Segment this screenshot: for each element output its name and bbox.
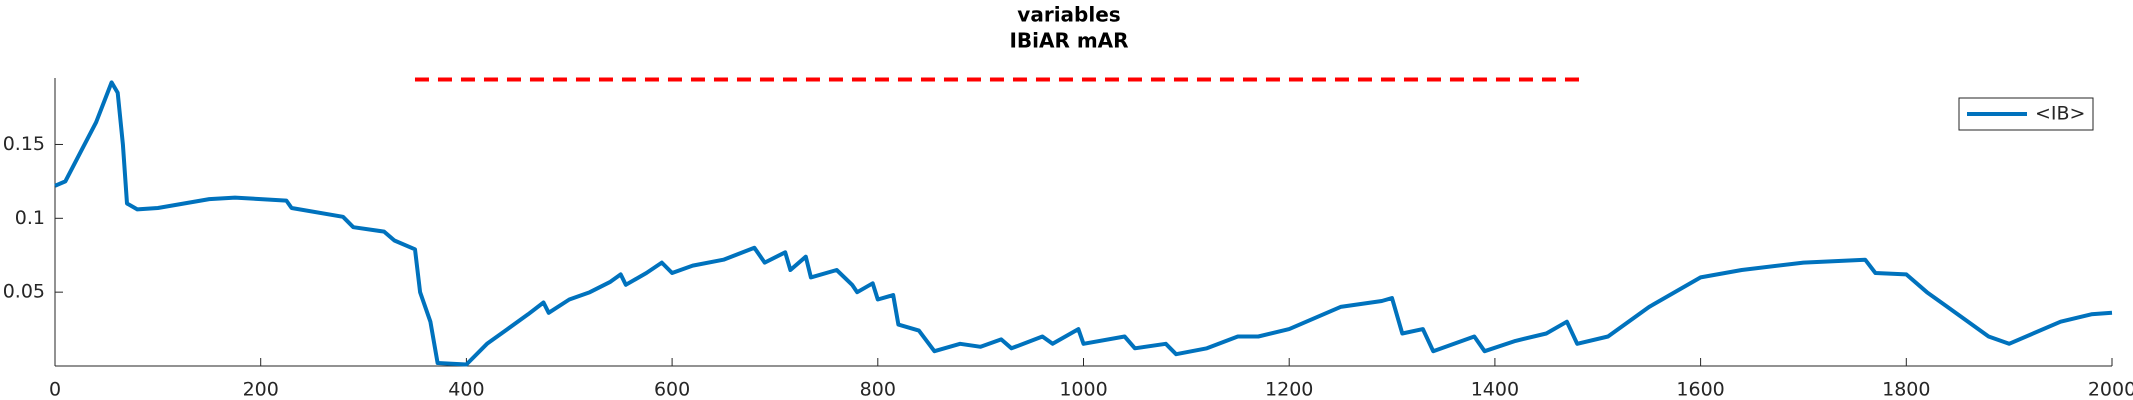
x-tick-label: 2000 xyxy=(2088,379,2133,400)
chart-subtitle: IBiAR mAR xyxy=(1009,29,1128,53)
x-tick-label: 1600 xyxy=(1676,379,1724,400)
x-tick-label: 1000 xyxy=(1059,379,1107,400)
chart-title: variables xyxy=(1017,3,1120,27)
x-tick-label: 1800 xyxy=(1882,379,1930,400)
x-tick-label: 400 xyxy=(448,379,484,400)
legend-label: <IB> xyxy=(2035,103,2085,125)
y-tick-label: 0.05 xyxy=(3,281,45,303)
x-tick-label: 1400 xyxy=(1471,379,1519,400)
y-tick-label: 0.15 xyxy=(3,133,45,155)
x-tick-label: 800 xyxy=(860,379,896,400)
x-tick-label: 1200 xyxy=(1265,379,1313,400)
data-line xyxy=(54,80,2113,367)
x-tick-label: 200 xyxy=(243,379,279,400)
x-tick-label: 0 xyxy=(49,379,61,400)
y-tick-label: 0.1 xyxy=(15,207,45,229)
x-tick-label: 600 xyxy=(654,379,690,400)
